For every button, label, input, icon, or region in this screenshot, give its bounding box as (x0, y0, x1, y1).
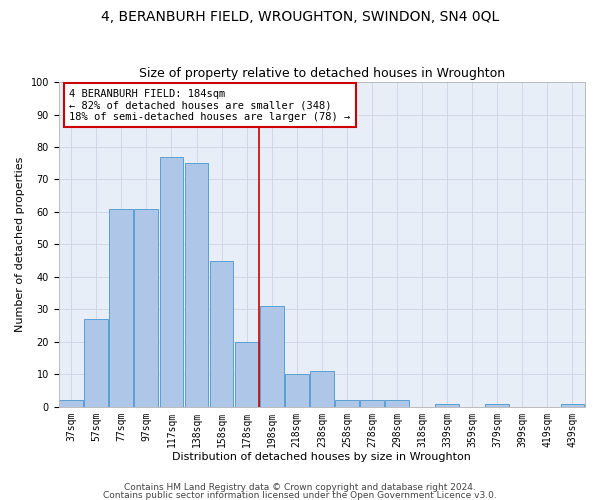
Text: 4, BERANBURH FIELD, WROUGHTON, SWINDON, SN4 0QL: 4, BERANBURH FIELD, WROUGHTON, SWINDON, … (101, 10, 499, 24)
X-axis label: Distribution of detached houses by size in Wroughton: Distribution of detached houses by size … (172, 452, 471, 462)
Bar (335, 400, 359, 407)
Bar (59, 400, 83, 407)
Text: 4 BERANBURH FIELD: 184sqm
← 82% of detached houses are smaller (348)
18% of semi: 4 BERANBURH FIELD: 184sqm ← 82% of detac… (69, 88, 350, 122)
Bar (235, 342, 259, 407)
Bar (134, 208, 158, 407)
Bar (310, 371, 334, 407)
Bar (435, 404, 459, 407)
Bar (285, 374, 308, 407)
Text: Contains HM Land Registry data © Crown copyright and database right 2024.: Contains HM Land Registry data © Crown c… (124, 484, 476, 492)
Bar (485, 404, 509, 407)
Y-axis label: Number of detached properties: Number of detached properties (15, 157, 25, 332)
Bar (260, 306, 284, 407)
Bar (185, 163, 208, 407)
Bar (85, 319, 108, 407)
Bar (360, 400, 384, 407)
Bar (160, 157, 184, 407)
Bar (560, 404, 584, 407)
Bar (209, 260, 233, 407)
Text: Contains public sector information licensed under the Open Government Licence v3: Contains public sector information licen… (103, 490, 497, 500)
Title: Size of property relative to detached houses in Wroughton: Size of property relative to detached ho… (139, 66, 505, 80)
Bar (385, 400, 409, 407)
Bar (109, 208, 133, 407)
